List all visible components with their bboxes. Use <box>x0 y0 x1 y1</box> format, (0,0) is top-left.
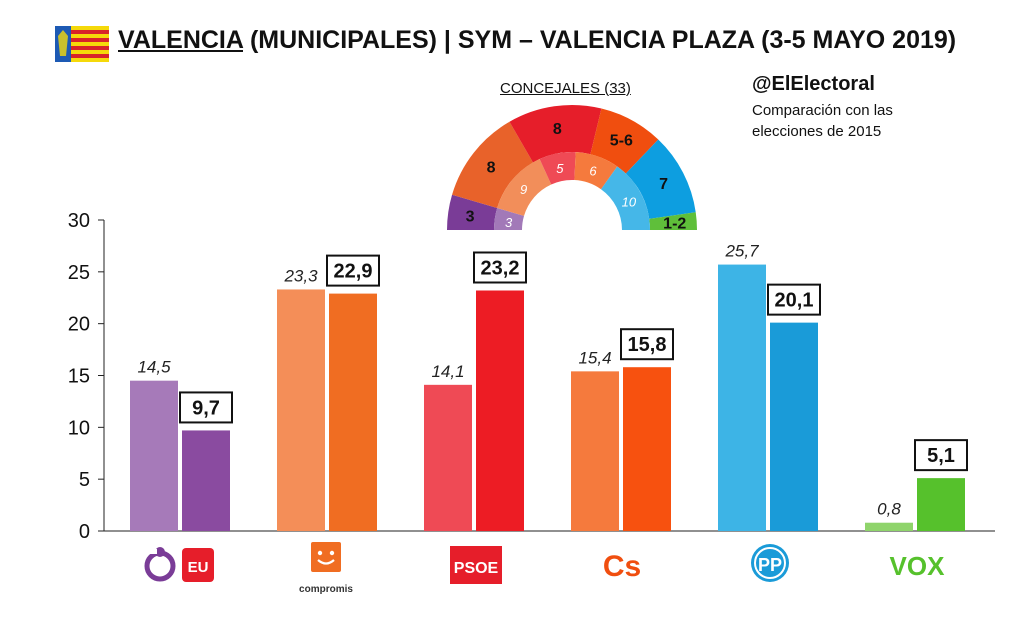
eu-logo-icon: EU <box>182 548 214 582</box>
seat-segment-compromis <box>452 121 533 209</box>
seat-segment-cs <box>574 152 618 190</box>
page-title: VALENCIA (MUNICIPALES) | SYM – VALENCIA … <box>118 26 956 55</box>
bar-cs-2019 <box>623 367 671 531</box>
title-rest: (MUNICIPALES) | SYM – VALENCIA PLAZA (3-… <box>243 26 957 54</box>
header: VALENCIA (MUNICIPALES) | SYM – VALENCIA … <box>0 0 1024 140</box>
data-label-2019: 22,9 <box>334 261 373 283</box>
compromis-logo-icon: compromis <box>299 542 353 595</box>
data-label-box <box>179 391 233 424</box>
y-tick-label: 30 <box>68 210 90 232</box>
data-label-box <box>473 251 527 284</box>
data-label-2015: 14,5 <box>137 358 171 377</box>
subtitle: Comparación con las elecciones de 2015 <box>752 102 893 140</box>
pp-logo-text: PP <box>758 555 782 575</box>
bar-compromis-2019 <box>329 293 377 531</box>
vox-logo-text: VOX <box>890 551 946 581</box>
seat-label: 1-2 <box>663 216 686 233</box>
bar-psoe-2015 <box>424 384 472 531</box>
y-tick-label: 0 <box>79 521 90 543</box>
data-label-2019: 5,1 <box>927 445 955 467</box>
data-label-2015: 15,4 <box>578 348 611 367</box>
compromis-logo-text: compromis <box>299 584 353 595</box>
bar-podemos-2019 <box>182 430 230 531</box>
y-tick-label: 5 <box>79 469 90 491</box>
bar-podemos-2015 <box>130 380 178 531</box>
data-label-2015: 14,1 <box>431 362 464 381</box>
y-tick-label: 15 <box>68 366 90 388</box>
pp-logo-icon: PP <box>751 544 789 582</box>
seat-segment-vox <box>649 212 697 230</box>
psoe-logo-text: PSOE <box>454 560 499 577</box>
cs-logo-text: Cs <box>603 550 641 583</box>
data-label-2015: 0,8 <box>877 500 901 519</box>
bar-vox-2019 <box>917 478 965 531</box>
data-label-2019: 15,8 <box>628 334 667 356</box>
valencia-flag-icon <box>55 26 109 62</box>
seat-label: 10 <box>622 195 637 210</box>
y-tick-label: 25 <box>68 262 90 284</box>
seats-chart-title: CONCEJALES (33) <box>500 80 631 97</box>
data-label-2019: 20,1 <box>775 290 814 312</box>
party-logos: EU compromis PSOE Cs PP VOX <box>144 542 946 595</box>
data-label-box <box>326 254 380 287</box>
cs-logo-icon: Cs <box>603 550 641 583</box>
seats-semicircle: 3 8 8 5-6 7 1-2 3 9 5 6 10 <box>447 105 697 233</box>
bar-vox-2015 <box>865 522 913 531</box>
seat-segment-pp <box>625 139 696 219</box>
y-tick-label: 10 <box>68 417 90 439</box>
seat-segment-cs <box>590 108 659 174</box>
seat-label: 3 <box>466 208 475 225</box>
seat-segment-psoe <box>539 152 576 185</box>
y-tick-label: 20 <box>68 314 90 336</box>
seat-label: 8 <box>487 159 496 176</box>
data-label-box <box>620 328 674 361</box>
seat-segment-podemos <box>494 208 525 230</box>
podemos-logo-icon <box>144 547 176 582</box>
source-handle: @ElElectoral <box>752 73 875 95</box>
bar-cs-2015 <box>571 371 619 531</box>
data-label-box <box>914 439 968 472</box>
data-label-2015: 25,7 <box>724 242 759 261</box>
seat-segment-psoe <box>509 105 602 163</box>
seat-label: 8 <box>553 121 562 138</box>
seat-label: 5 <box>556 161 564 176</box>
bar-compromis-2015 <box>277 289 325 531</box>
data-label-2019: 9,7 <box>192 397 220 419</box>
data-label-2019: 23,2 <box>481 257 520 279</box>
title-main: VALENCIA <box>118 26 243 54</box>
bar-pp-2015 <box>718 264 766 531</box>
bar-psoe-2019 <box>476 290 524 531</box>
seat-segment-compromis <box>497 159 552 216</box>
seat-label: 6 <box>589 164 597 179</box>
seat-label: 3 <box>505 215 513 230</box>
bars-group: 14,5 9,7 23,3 22,9 14,1 23,2 15,4 15,8 25,7 20,1 0… <box>130 242 968 531</box>
vox-logo-icon: VOX <box>890 551 946 581</box>
seat-label: 5-6 <box>610 133 633 150</box>
seat-label: 7 <box>659 176 668 193</box>
data-label-box <box>767 283 821 316</box>
seat-label: 9 <box>520 182 527 197</box>
y-axis: 0 5 10 15 20 25 30 <box>68 210 995 543</box>
eu-logo-text: EU <box>188 559 209 576</box>
bar-pp-2019 <box>770 322 818 531</box>
seat-segment-pp <box>601 166 650 230</box>
data-label-2015: 23,3 <box>283 266 318 285</box>
psoe-logo-icon: PSOE <box>450 546 502 584</box>
seat-segment-podemos <box>447 194 498 230</box>
